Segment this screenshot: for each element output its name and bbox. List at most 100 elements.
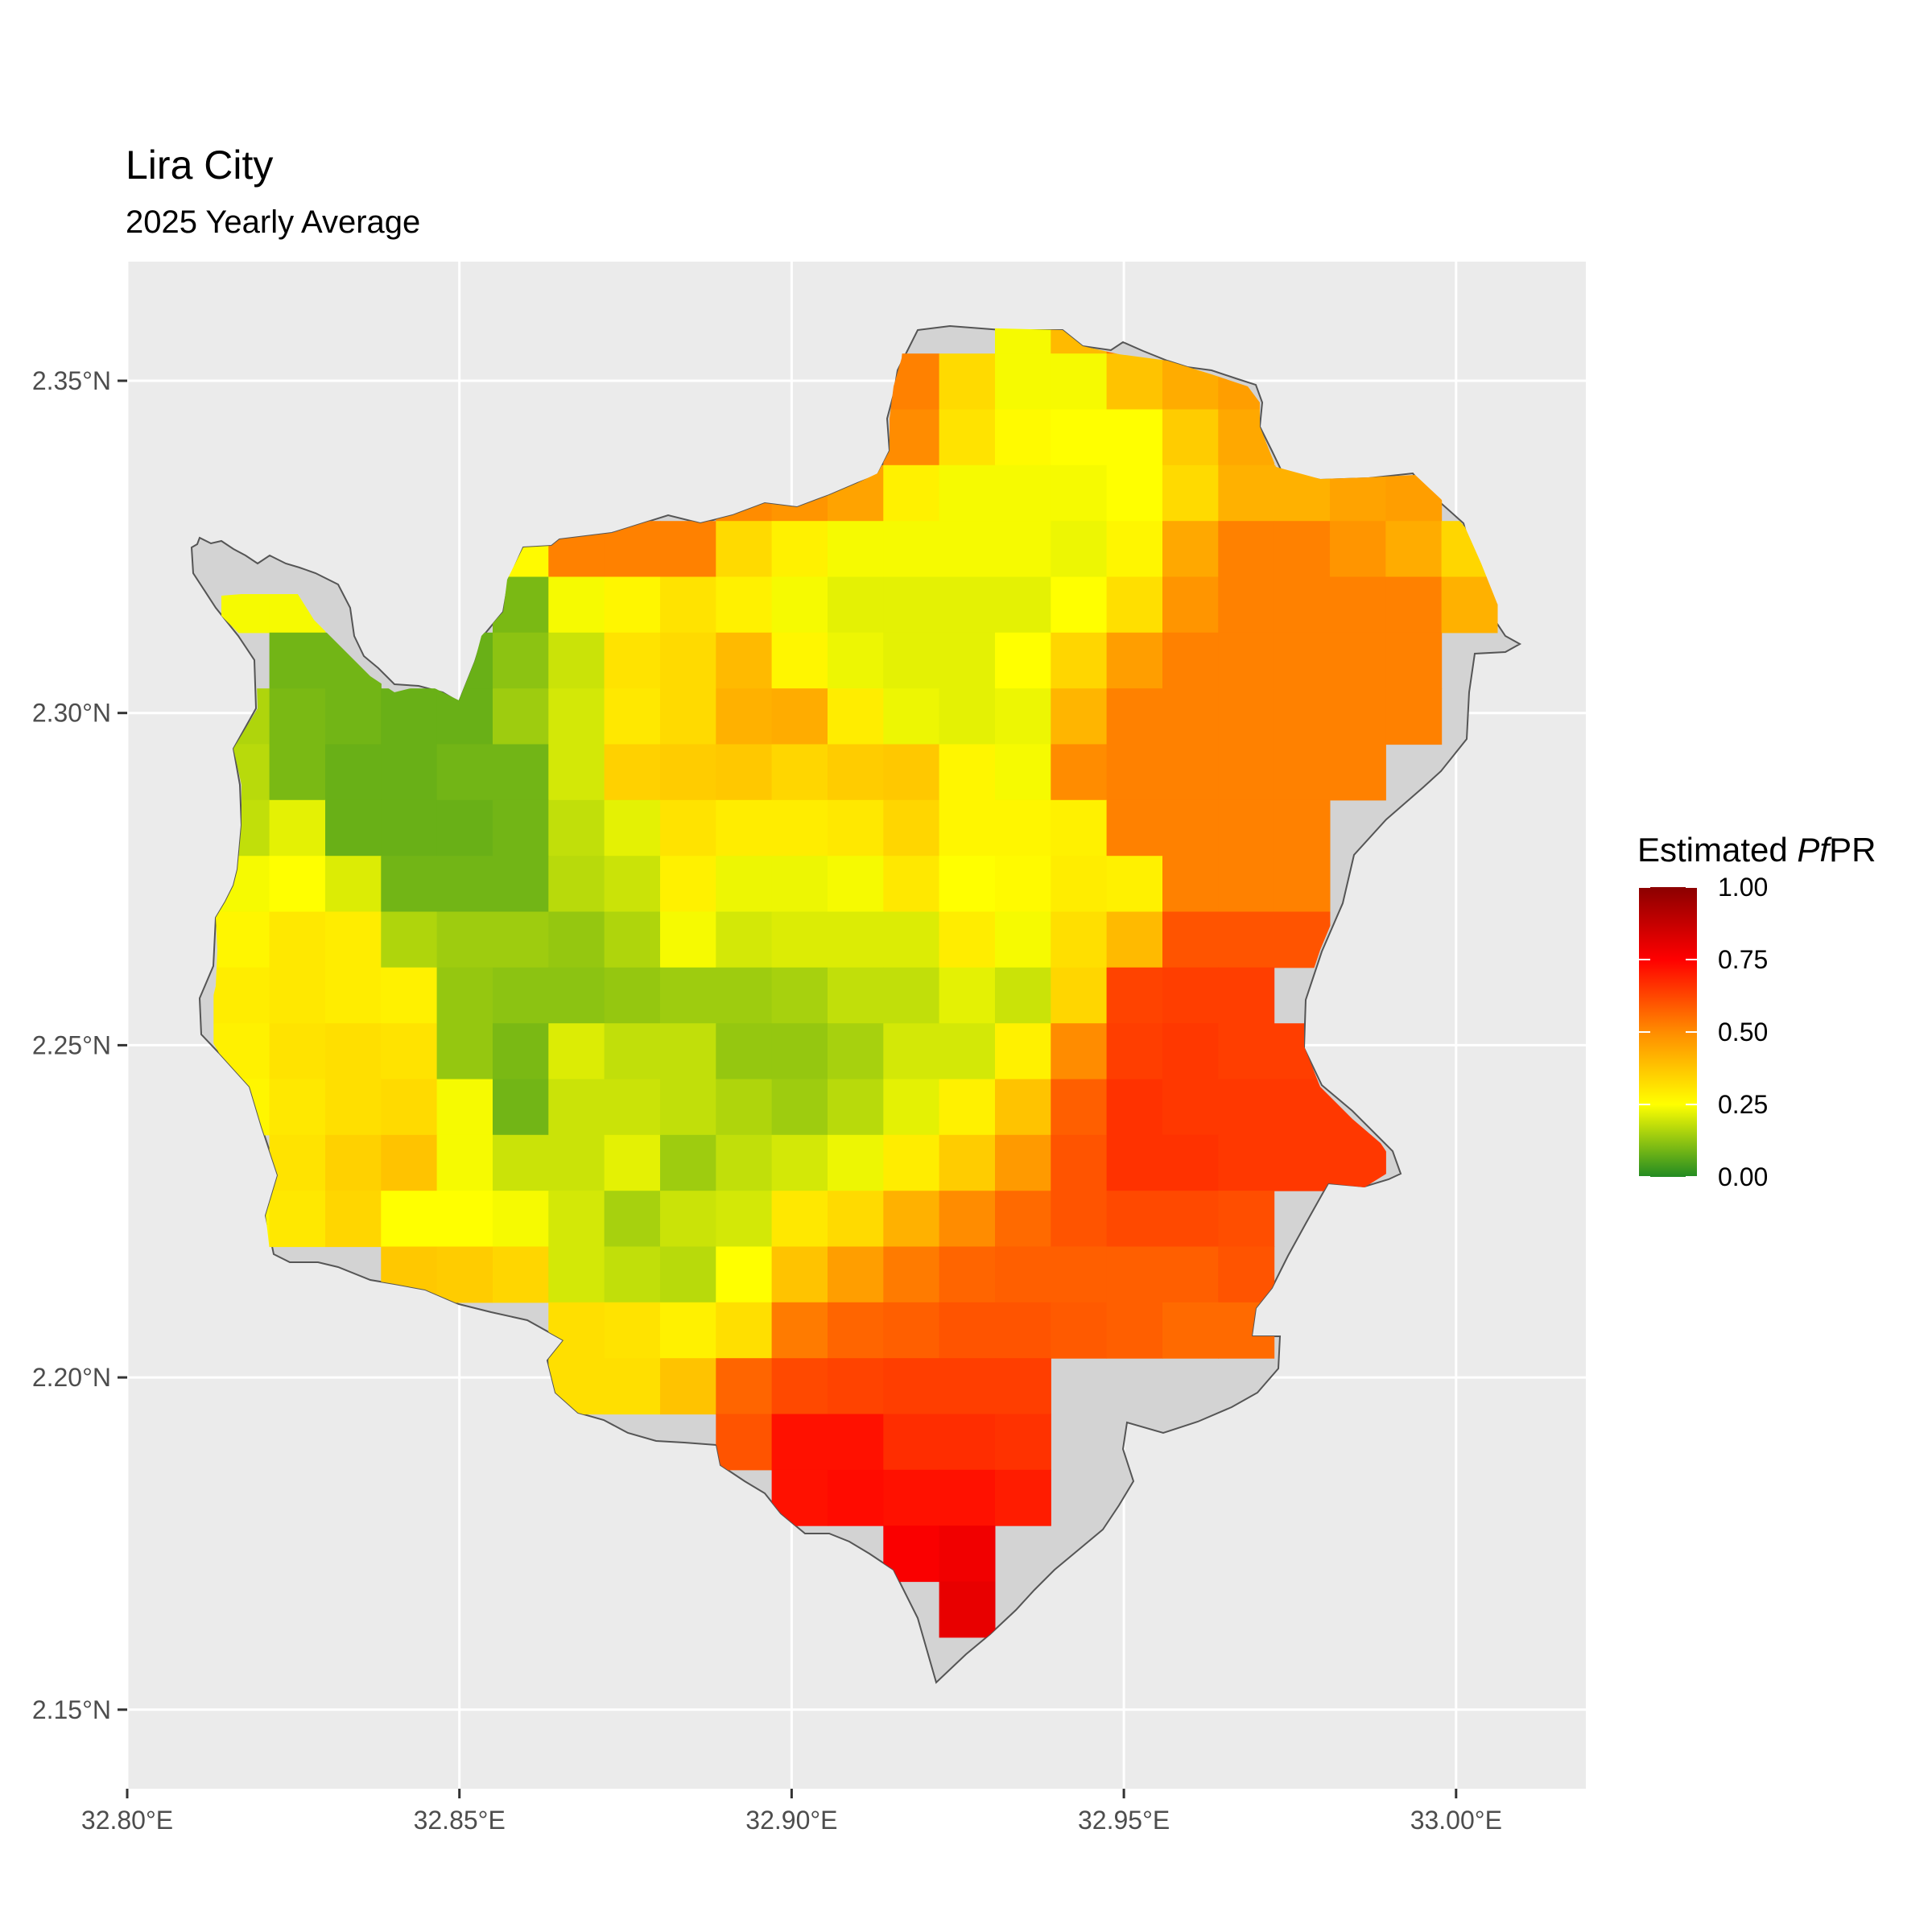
raster-cell [1385, 576, 1443, 634]
raster-cell [1051, 464, 1108, 522]
raster-cell [660, 1358, 716, 1415]
raster-cell [1051, 911, 1108, 968]
raster-cell [1274, 1134, 1331, 1191]
raster-cell [716, 521, 773, 578]
raster-cell [1218, 967, 1275, 1024]
raster-cell [716, 1134, 773, 1191]
raster-cell [883, 521, 940, 578]
raster-cell [828, 632, 884, 689]
raster-cell [1106, 521, 1163, 578]
raster-cell [771, 1302, 828, 1359]
raster-cell [1051, 856, 1108, 913]
raster-cell [1330, 521, 1386, 578]
raster-cell [1274, 688, 1331, 745]
raster-cell [939, 1023, 996, 1080]
raster-cell [381, 744, 438, 801]
raster-cell [604, 1079, 661, 1136]
raster-cell [548, 632, 605, 689]
legend-title: Estimated PfPR [1637, 831, 1876, 869]
raster-cell [660, 911, 716, 968]
raster-cell [660, 521, 716, 578]
raster-cell [716, 799, 773, 857]
raster-cell [1106, 409, 1163, 466]
raster-cell [939, 1525, 996, 1583]
raster-cell [1106, 353, 1163, 411]
raster-cell [1051, 967, 1108, 1024]
raster-cell [604, 1023, 661, 1080]
colorbar-tick-label: 0.00 [1718, 1162, 1768, 1191]
raster-cell [660, 799, 716, 857]
raster-cell [1218, 1246, 1275, 1303]
raster-cell [1106, 576, 1163, 634]
raster-cell [604, 1134, 661, 1191]
raster-cell [1106, 799, 1163, 857]
raster-cell [771, 744, 828, 801]
raster-cell [604, 967, 661, 1024]
raster-cell [325, 1023, 382, 1080]
raster-cell [604, 1191, 661, 1248]
raster-cell [1051, 409, 1108, 466]
raster-cell [995, 326, 1051, 354]
raster-cell [883, 1134, 940, 1191]
raster-cell [1274, 1079, 1331, 1136]
raster-cell [939, 856, 996, 913]
raster-cell [548, 1079, 605, 1136]
map-subtitle: 2025 Yearly Average [126, 204, 421, 240]
raster-cell [548, 576, 605, 634]
raster-cell [1106, 1191, 1163, 1248]
raster-cell [660, 1246, 716, 1303]
raster-cell [436, 1191, 493, 1248]
raster-cell [883, 744, 940, 801]
raster-cell [604, 576, 661, 634]
raster-cell [213, 967, 270, 1024]
raster-cell [548, 744, 605, 801]
colorbar-tick-label: 0.50 [1718, 1018, 1768, 1046]
raster-cell [1162, 1191, 1219, 1248]
raster-cell [939, 464, 996, 522]
raster-cell [995, 353, 1051, 411]
raster-cell [1162, 967, 1219, 1024]
raster-cell [939, 1079, 996, 1136]
raster-cell [660, 1134, 716, 1191]
raster-cell [660, 967, 716, 1024]
raster-cell [436, 911, 493, 968]
raster-cell [939, 911, 996, 968]
raster-cell [325, 1079, 382, 1136]
raster-cell [716, 1414, 773, 1471]
raster-cell [436, 967, 493, 1024]
raster-cell [939, 1469, 996, 1526]
x-tick-label: 32.90°E [745, 1806, 837, 1835]
raster-cell [436, 1079, 493, 1136]
raster-cell [1330, 688, 1386, 745]
y-tick-label: 2.30°N [32, 699, 111, 728]
raster-cell [1274, 799, 1331, 857]
raster-cell [325, 1191, 382, 1248]
raster-cell [381, 1134, 438, 1191]
raster-cell [939, 409, 996, 466]
raster-cell [771, 1246, 828, 1303]
raster-cell [716, 856, 773, 913]
raster-cell [883, 688, 940, 745]
raster-cell [213, 911, 270, 968]
raster-cell [828, 1191, 884, 1248]
raster-cell [995, 1079, 1051, 1136]
raster-cell [1162, 464, 1219, 522]
raster-cell [1162, 744, 1219, 801]
raster-cell [716, 744, 773, 801]
legend-colorbar: 1.00 0.75 0.50 0.25 0.00 [1639, 873, 1768, 1191]
raster-cell [604, 688, 661, 745]
raster-cell [771, 1023, 828, 1080]
y-tick-label: 2.25°N [32, 1030, 111, 1059]
raster-cell [828, 1246, 884, 1303]
raster-cell [1162, 1246, 1219, 1303]
raster-cell [939, 688, 996, 745]
raster-cell [1218, 1191, 1275, 1248]
raster-cell [883, 464, 940, 522]
raster-cell [995, 967, 1051, 1024]
raster-cell [1106, 1023, 1163, 1080]
legend-title-suffix: PR [1829, 831, 1876, 869]
raster-cell [995, 744, 1051, 801]
raster-cell [883, 911, 940, 968]
raster-cell [1051, 744, 1108, 801]
